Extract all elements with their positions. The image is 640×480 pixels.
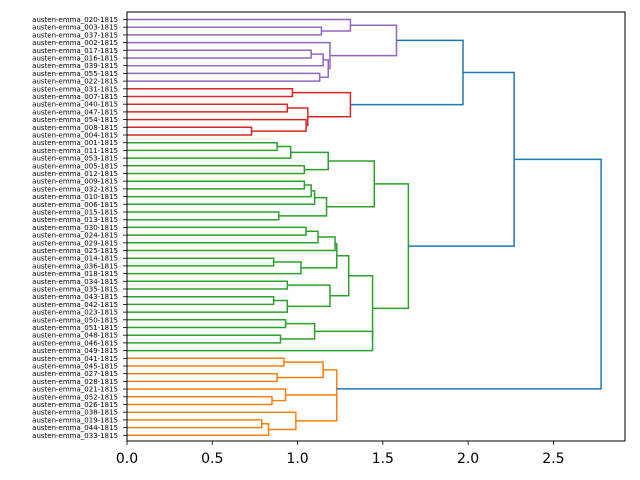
leaf-label: austen-emma_041-1815 xyxy=(32,355,118,363)
dendrogram-link xyxy=(127,411,297,431)
leaf-label: austen-emma_004-1815 xyxy=(32,132,118,140)
dendrogram-link xyxy=(287,284,331,308)
leaf-label: austen-emma_053-1815 xyxy=(32,155,118,163)
dendrogram-link xyxy=(127,236,336,252)
dendrogram-link xyxy=(278,196,328,217)
x-tick-label: 0.0 xyxy=(116,451,138,467)
leaf-label: austen-emma_052-1815 xyxy=(32,393,118,401)
dendrogram-link xyxy=(323,369,338,408)
x-tick-label: 0.5 xyxy=(201,451,223,467)
dendrogram-link xyxy=(372,183,410,310)
leaf-label: austen-emma_040-1815 xyxy=(32,101,118,109)
dendrogram-link xyxy=(127,103,289,113)
dendrogram-link xyxy=(127,280,289,290)
leaf-label: austen-emma_001-1815 xyxy=(32,139,118,147)
dendrogram-link xyxy=(127,357,285,367)
dendrogram-link xyxy=(127,141,278,152)
dendrogram-link xyxy=(127,118,307,132)
leaf-label: austen-emma_032-1815 xyxy=(32,185,118,193)
leaf-label: austen-emma_038-1815 xyxy=(32,409,118,417)
leaf-label: austen-emma_013-1815 xyxy=(32,216,118,224)
leaf-label: austen-emma_048-1815 xyxy=(32,332,118,340)
leaf-label: austen-emma_028-1815 xyxy=(32,378,118,386)
leaf-label: austen-emma_030-1815 xyxy=(32,224,118,232)
x-tick-label: 2.0 xyxy=(457,451,479,467)
leaf-label: austen-emma_037-1815 xyxy=(32,31,118,39)
leaf-label: austen-emma_045-1815 xyxy=(32,363,118,371)
leaf-label: austen-emma_026-1815 xyxy=(32,401,118,409)
leaf-label: austen-emma_029-1815 xyxy=(32,239,118,247)
leaf-label: austen-emma_006-1815 xyxy=(32,201,118,209)
dendrogram-link xyxy=(127,295,275,306)
dendrogram-link xyxy=(127,53,324,67)
leaf-label: austen-emma_022-1815 xyxy=(32,78,118,86)
dendrogram-link xyxy=(127,257,275,267)
leaf-label: austen-emma_015-1815 xyxy=(32,209,118,217)
plot-frame xyxy=(126,11,626,442)
leaf-label: austen-emma_018-1815 xyxy=(32,270,118,278)
x-tick-label: 2.5 xyxy=(542,451,564,467)
dendrogram-link xyxy=(127,226,307,236)
dendrogram-link xyxy=(348,275,374,341)
dendrogram-links xyxy=(127,18,602,437)
leaf-label: austen-emma_002-1815 xyxy=(32,39,118,47)
leaf-label: austen-emma_005-1815 xyxy=(32,162,118,170)
leaf-label: austen-emma_046-1815 xyxy=(32,339,118,347)
plot-area xyxy=(127,12,625,441)
leaf-label: austen-emma_027-1815 xyxy=(32,370,118,378)
dendrogram-link xyxy=(350,39,464,106)
leaf-label: austen-emma_008-1815 xyxy=(32,124,118,132)
leaf-label: austen-emma_025-1815 xyxy=(32,247,118,255)
leaf-label: austen-emma_009-1815 xyxy=(32,178,118,186)
leaf-label: austen-emma_010-1815 xyxy=(32,193,118,201)
dendrogram-link xyxy=(127,72,321,82)
leaf-label: austen-emma_036-1815 xyxy=(32,262,118,270)
dendrogram-link xyxy=(329,255,350,297)
x-axis: 0.0 0.5 1.0 1.5 2.0 2.5 xyxy=(116,441,565,467)
leaf-label: austen-emma_047-1815 xyxy=(32,108,118,116)
leaf-label: austen-emma_021-1815 xyxy=(32,386,118,394)
leaf-label: austen-emma_003-1815 xyxy=(32,24,118,32)
dendrogram-link xyxy=(127,41,331,70)
leaf-label: austen-emma_014-1815 xyxy=(32,255,118,263)
dendrogram-link xyxy=(336,158,602,390)
leaf-labels: austen-emma_020-1815austen-emma_003-1815… xyxy=(32,16,127,440)
leaf-label: austen-emma_039-1815 xyxy=(32,62,118,70)
leaf-label: austen-emma_033-1815 xyxy=(32,432,118,440)
leaf-label: austen-emma_023-1815 xyxy=(32,309,118,317)
x-tick-label: 1.0 xyxy=(286,451,308,467)
dendrogram-link xyxy=(127,334,282,344)
leaf-label: austen-emma_054-1815 xyxy=(32,116,118,124)
leaf-label: austen-emma_017-1815 xyxy=(32,47,118,55)
leaf-label: austen-emma_016-1815 xyxy=(32,55,118,63)
dendrogram-link xyxy=(127,372,278,383)
dendrogram-link xyxy=(277,361,324,379)
leaf-label: austen-emma_049-1815 xyxy=(32,347,118,355)
leaf-label: austen-emma_020-1815 xyxy=(32,16,118,24)
leaf-label: austen-emma_043-1815 xyxy=(32,293,118,301)
leaf-label: austen-emma_012-1815 xyxy=(32,170,118,178)
dendrogram-link xyxy=(127,299,289,313)
leaf-label: austen-emma_035-1815 xyxy=(32,286,118,294)
leaf-label: austen-emma_044-1815 xyxy=(32,424,118,432)
leaf-label: austen-emma_024-1815 xyxy=(32,232,118,240)
leaf-label: austen-emma_055-1815 xyxy=(32,70,118,78)
leaf-label: austen-emma_050-1815 xyxy=(32,316,118,324)
leaf-label: austen-emma_031-1815 xyxy=(32,85,118,93)
x-tick-label: 1.5 xyxy=(372,451,394,467)
leaf-label: austen-emma_051-1815 xyxy=(32,324,118,332)
leaf-label: austen-emma_011-1815 xyxy=(32,147,118,155)
leaf-label: austen-emma_007-1815 xyxy=(32,93,118,101)
leaf-label: austen-emma_019-1815 xyxy=(32,416,118,424)
leaf-label: austen-emma_042-1815 xyxy=(32,301,118,309)
leaf-label: austen-emma_034-1815 xyxy=(32,278,118,286)
